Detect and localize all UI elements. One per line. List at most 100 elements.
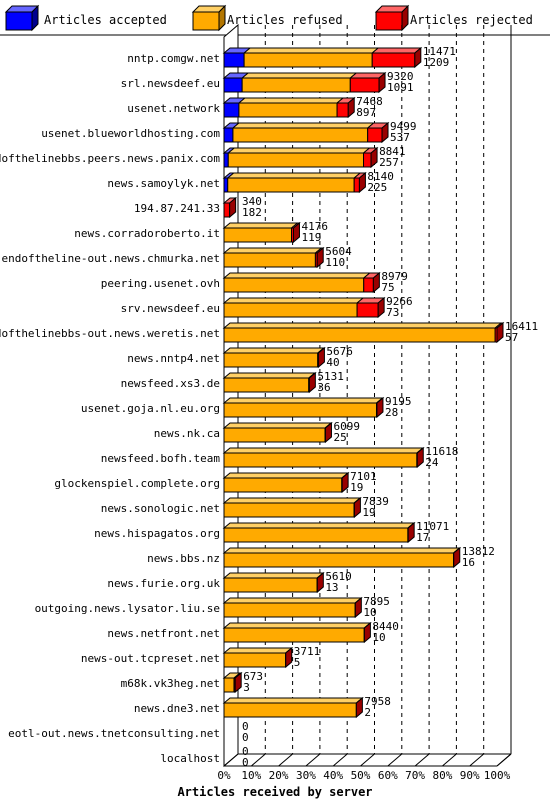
bar-rejected-side <box>347 96 355 119</box>
bar-rejected-side <box>234 671 242 694</box>
bar-rejected-side <box>376 396 384 419</box>
data-label-secondary: 17 <box>416 531 429 544</box>
bar-refused <box>223 227 292 243</box>
x-tick-label: 10% <box>241 769 261 782</box>
category-label: localhost <box>160 752 220 765</box>
bar-rejected-side <box>416 446 424 469</box>
bar-rejected-side <box>316 246 324 269</box>
data-label-total: 5604 <box>325 245 352 258</box>
category-label: peering.usenet.ovh <box>101 277 220 290</box>
data-label-total: 4176 <box>301 220 328 233</box>
x-tick-label: 100% <box>484 769 511 782</box>
bar-rejected-side <box>381 121 389 144</box>
data-label-total: 0 <box>242 720 249 733</box>
data-label-total: 673 <box>243 670 263 683</box>
category-label: news.sonologic.net <box>101 502 220 515</box>
bar-rejected-side <box>407 521 415 544</box>
tick-mark <box>414 753 430 767</box>
data-label-secondary: 3 <box>243 681 250 694</box>
legend-label-accepted: Articles accepted <box>44 13 167 27</box>
bar-refused-top <box>222 422 333 429</box>
data-label-secondary: 28 <box>385 406 398 419</box>
bar-refused-top <box>222 272 372 279</box>
x-tick-label: 20% <box>269 769 289 782</box>
bar-refused-top <box>242 47 380 54</box>
bar-refused <box>223 527 409 543</box>
data-label-total: 6099 <box>333 420 360 433</box>
bar-refused <box>232 127 369 143</box>
data-label-secondary: 16 <box>462 556 475 569</box>
data-label-total: 7839 <box>362 495 389 508</box>
bar-rejected-side <box>358 171 366 194</box>
tick-mark <box>469 753 485 767</box>
data-label-total: 5610 <box>325 570 352 583</box>
bar-accepted <box>223 127 234 143</box>
bar-refused-top <box>240 72 358 79</box>
bar-rejected-side <box>308 371 316 394</box>
data-label-secondary: 1091 <box>387 81 414 94</box>
bar-refused-top <box>222 247 323 254</box>
bar-rejected-side <box>317 346 325 369</box>
data-label-secondary: 0 <box>242 756 249 769</box>
data-label-total: 7958 <box>364 695 391 708</box>
data-label-secondary: 13 <box>325 581 338 594</box>
data-label-secondary: 19 <box>350 481 363 494</box>
category-label: news.samoylyk.net <box>107 177 220 190</box>
category-label: outgoing.news.lysator.liu.se <box>35 602 220 615</box>
data-label-secondary: 182 <box>242 206 262 219</box>
x-tick-label: 80% <box>432 769 452 782</box>
bar-rejected-side <box>377 296 385 319</box>
legend-item-rejected: Articles rejected <box>374 4 533 32</box>
bar-refused-top <box>222 372 317 379</box>
data-label-secondary: 40 <box>326 356 339 369</box>
data-label-secondary: 225 <box>367 181 387 194</box>
category-label: endoftheline-out.news.chmurka.net <box>1 252 220 265</box>
bar-refused <box>243 52 373 68</box>
bar-refused <box>223 552 454 568</box>
category-label: news.bbs.nz <box>147 552 220 565</box>
bar-rejected-side <box>324 421 332 444</box>
category-label: glockenspiel.complete.org <box>54 477 220 490</box>
data-label-total: 11618 <box>425 445 458 458</box>
x-axis-title: Articles received by server <box>177 785 372 799</box>
tick-mark <box>387 753 403 767</box>
data-label-total: 9499 <box>390 120 417 133</box>
data-label-secondary: 2 <box>364 706 371 719</box>
data-label-total: 7468 <box>356 95 383 108</box>
bar-rejected-top <box>370 47 423 54</box>
bar-rejected <box>336 102 349 118</box>
category-label: eotl-out.news.tnetconsulting.net <box>8 727 220 740</box>
bar-refused <box>223 427 326 443</box>
x-tick-label: 30% <box>296 769 316 782</box>
bar-refused <box>223 677 235 693</box>
bar-accepted <box>223 177 229 193</box>
bar-refused <box>223 302 358 318</box>
x-tick-label: 90% <box>460 769 480 782</box>
data-label-secondary: 19 <box>362 506 375 519</box>
data-label-secondary: 36 <box>317 381 330 394</box>
bar-rejected <box>349 77 380 93</box>
x-tick-label: 60% <box>378 769 398 782</box>
data-label-secondary: 119 <box>301 231 321 244</box>
category-label: newsfeed.bofh.team <box>101 452 221 465</box>
data-label-secondary: 257 <box>379 156 399 169</box>
legend-item-refused: Articles refused <box>191 4 343 32</box>
bar-refused-top <box>222 297 365 304</box>
category-label: news.netfront.net <box>107 627 220 640</box>
data-label-total: 11071 <box>416 520 449 533</box>
data-label-secondary: 75 <box>381 281 394 294</box>
bar-refused-top <box>226 147 371 154</box>
data-label-total: 8440 <box>372 620 399 633</box>
data-label-total: 16411 <box>505 320 538 333</box>
bar-refused-top <box>222 522 416 529</box>
bar-accepted <box>223 77 243 93</box>
data-label-secondary: 10 <box>372 631 385 644</box>
data-label-secondary: 0 <box>242 731 249 744</box>
x-tick-label: 70% <box>405 769 425 782</box>
data-label-total: 9195 <box>385 395 412 408</box>
bar-refused <box>223 252 316 268</box>
bar-accepted <box>223 102 240 118</box>
bar-rejected-side <box>378 71 386 94</box>
bar-rejected-side <box>372 271 380 294</box>
data-label-total: 8979 <box>381 270 408 283</box>
